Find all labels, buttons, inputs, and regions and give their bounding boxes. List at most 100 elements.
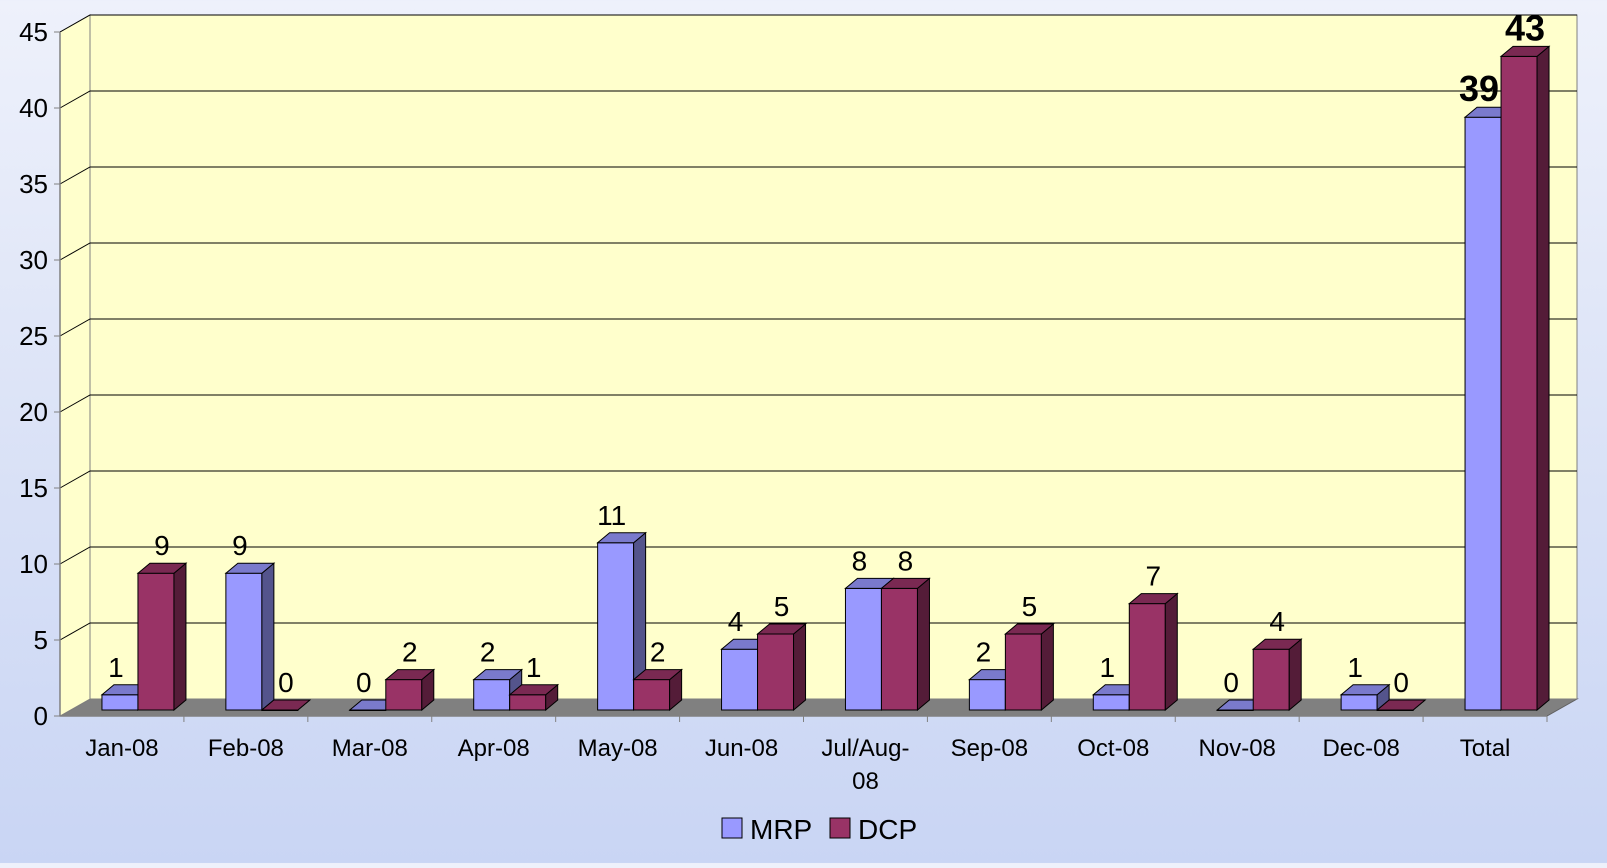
gridline — [59, 546, 1577, 565]
data-label-mrp: 1 — [108, 652, 124, 683]
data-label-mrp: 1 — [1347, 652, 1363, 683]
bar-dcp-top — [136, 562, 188, 574]
bar-dcp-front — [757, 633, 795, 711]
y-tick-label: 5 — [34, 625, 48, 655]
gridline — [59, 242, 1577, 261]
bar-dcp-top — [1499, 45, 1551, 57]
y-tick-label: 15 — [19, 473, 48, 503]
x-tick-label: Jan-08 — [85, 735, 158, 762]
bar-dcp-front — [880, 587, 918, 711]
data-label-mrp: 11 — [597, 500, 626, 531]
data-label-dcp: 43 — [1505, 7, 1545, 48]
bar-mrp-front — [473, 679, 511, 711]
bar-mrp-front — [101, 694, 139, 711]
bar-dcp-side — [1040, 622, 1054, 712]
data-label-mrp: 8 — [852, 545, 868, 576]
bar-dcp-front — [633, 679, 671, 711]
bar-dcp-top — [1375, 699, 1427, 711]
bar-mrp-front — [225, 572, 263, 711]
y-tick-label: 25 — [19, 321, 48, 351]
legend-group: MRP DCP — [721, 814, 917, 845]
gridline — [59, 166, 1577, 185]
data-label-dcp: 1 — [526, 652, 542, 683]
data-label-mrp: 2 — [480, 637, 496, 668]
gridlines-group — [59, 14, 1577, 641]
bar-dcp-front — [1252, 648, 1290, 711]
data-label-mrp: 0 — [356, 667, 372, 698]
y-tick-label: 0 — [34, 701, 48, 731]
bar-dcp-top — [260, 699, 312, 711]
bar-dcp-top — [384, 669, 436, 681]
y-tick-label: 45 — [19, 17, 48, 47]
bar-dcp-front — [1500, 55, 1538, 711]
bars-group — [100, 45, 1551, 712]
bar-mrp-side — [261, 562, 275, 712]
bar-dcp-front — [1128, 603, 1166, 711]
bar-dcp-side — [1288, 638, 1302, 712]
plot-side-wall — [59, 14, 91, 717]
x-tick-label: Dec-08 — [1322, 735, 1399, 762]
gridline — [59, 318, 1577, 337]
y-tick-label: 30 — [19, 245, 48, 275]
gridline — [59, 90, 1577, 109]
plot-walls-group — [59, 14, 1578, 717]
y-tick-label: 40 — [19, 93, 48, 123]
y-tick-label: 10 — [19, 549, 48, 579]
bar-dcp-front — [385, 679, 423, 711]
bar-mrp-top — [596, 532, 648, 544]
bar-dcp-side — [173, 562, 187, 712]
bar-mrp-front — [721, 648, 759, 711]
x-tick-label: Total — [1460, 735, 1511, 762]
bar-dcp-top — [1003, 623, 1055, 635]
bar-mrp-front — [597, 542, 635, 711]
axes-group — [54, 31, 1548, 722]
data-label-dcp: 9 — [154, 530, 170, 561]
data-label-dcp: 0 — [1393, 667, 1409, 698]
plot-back-wall — [89, 14, 1578, 700]
bar-mrp-top — [1339, 684, 1391, 696]
bar-dcp-top — [756, 623, 807, 635]
bar-mrp-front — [844, 587, 882, 711]
bar-dcp-front — [509, 694, 547, 711]
gridline — [59, 14, 1577, 33]
data-label-mrp: 1 — [1100, 652, 1116, 683]
x-tick-label: Mar-08 — [332, 735, 408, 762]
bar-mrp-front — [968, 679, 1006, 711]
data-label-dcp: 5 — [774, 591, 790, 622]
bar-dcp-top — [508, 684, 560, 696]
bar-dcp-side — [1164, 592, 1178, 712]
data-label-mrp: 0 — [1223, 667, 1239, 698]
x-tick-label: Jul/Aug-08 — [821, 735, 909, 795]
gridline — [59, 470, 1577, 489]
legend-label-mrp: MRP — [750, 814, 812, 845]
x-tick-label: Sep-08 — [951, 735, 1028, 762]
data-label-mrp: 4 — [728, 606, 744, 637]
x-tick-label: Nov-08 — [1199, 735, 1276, 762]
gridline — [59, 394, 1577, 413]
legend-label-dcp: DCP — [858, 814, 917, 845]
bar-mrp-front — [1340, 694, 1378, 711]
bar-mrp-front — [1092, 694, 1130, 711]
legend-swatch-dcp — [829, 817, 851, 839]
x-tick-label: Jun-08 — [705, 735, 778, 762]
bar-dcp-front — [1004, 633, 1042, 711]
data-label-dcp: 8 — [898, 545, 914, 576]
bar-dcp-side — [916, 577, 930, 712]
x-tick-label: Oct-08 — [1077, 735, 1149, 762]
bar-mrp-top — [224, 562, 276, 574]
data-label-dcp: 7 — [1146, 561, 1162, 592]
legend-swatch-mrp — [721, 817, 743, 839]
data-label-mrp: 9 — [232, 530, 248, 561]
gridline — [59, 622, 1577, 641]
data-label-mrp: 39 — [1459, 68, 1499, 109]
bar-dcp-top — [880, 577, 931, 589]
y-tick-label: 20 — [19, 397, 48, 427]
bar-dcp-top — [632, 669, 684, 681]
data-label-dcp: 4 — [1269, 606, 1285, 637]
data-label-dcp: 2 — [402, 637, 418, 668]
bar-dcp-top — [1127, 593, 1179, 605]
bar-mrp-front — [1464, 116, 1502, 711]
